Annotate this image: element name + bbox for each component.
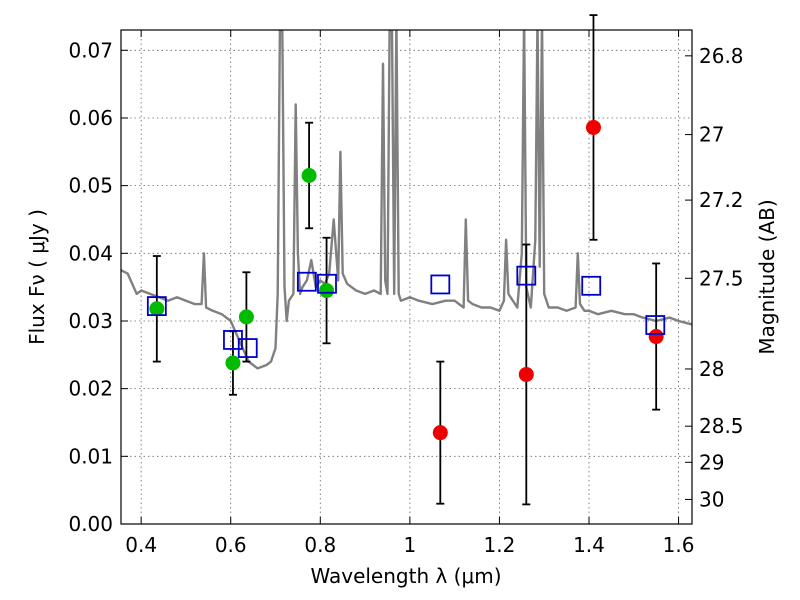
y-tick-label: 0.01: [68, 444, 113, 468]
model-square: [296, 271, 317, 292]
red-point: [585, 119, 601, 135]
magnitude-tick-label: 28.5: [699, 414, 744, 438]
red-point: [648, 329, 664, 345]
model-square: [581, 275, 602, 296]
y-tick-label: 0.00: [68, 512, 113, 536]
model-square: [146, 296, 167, 316]
model-square: [430, 274, 451, 295]
magnitude-axis-ticks: 26.8 27 27.2 27.5 28 28.5 29 30: [685, 44, 744, 511]
model-square: [516, 265, 537, 286]
model-square: [237, 338, 258, 358]
x-tick-label: 0.6: [215, 533, 247, 557]
green-point: [319, 283, 335, 299]
x-tick-label: 1.2: [484, 533, 516, 557]
magnitude-tick-label: 27: [699, 123, 724, 147]
magnitude-tick-label: 29: [699, 450, 724, 474]
model-squares: [146, 265, 666, 358]
model-square: [645, 315, 666, 335]
x-axis-ticks: 0.4 0.6 0.8 1 1.2 1.4 1.6: [125, 30, 694, 557]
x-tick-label: 1.6: [663, 533, 695, 557]
data-points: [149, 119, 664, 441]
magnitude-tick-label: 27.5: [699, 266, 744, 290]
y-tick-label: 0.02: [68, 377, 113, 401]
magnitude-tick-label: 30: [699, 487, 724, 511]
x-tick-label: 1.4: [573, 533, 605, 557]
red-point: [432, 425, 448, 441]
x-axis-label: Wavelength λ (μm): [310, 564, 501, 588]
model-square: [317, 273, 337, 294]
y-tick-label: 0.04: [68, 241, 113, 265]
y-axis-ticks: 0.00 0.01 0.02 0.03 0.04 0.05 0.06 0.07: [68, 38, 128, 536]
magnitude-axis-label: Magnitude (AB): [755, 199, 779, 354]
magnitude-tick-label: 27.2: [699, 188, 744, 212]
plot-frame: [120, 29, 693, 525]
x-tick-label: 0.4: [125, 533, 157, 557]
magnitude-tick-label: 26.8: [699, 44, 744, 68]
magnitude-tick-label: 28: [699, 357, 724, 381]
y-tick-label: 0.07: [68, 38, 113, 62]
y-axis-label: Flux Fν ( μJy ): [25, 209, 49, 345]
x-tick-label: 0.8: [304, 533, 336, 557]
x-tick-label: 1: [403, 533, 416, 557]
green-point: [238, 309, 254, 325]
green-point: [225, 355, 241, 371]
green-point: [301, 167, 317, 183]
y-tick-label: 0.03: [68, 309, 113, 333]
red-point: [518, 366, 534, 382]
y-tick-label: 0.06: [68, 106, 113, 130]
green-point: [149, 301, 165, 317]
y-tick-label: 0.05: [68, 174, 113, 198]
